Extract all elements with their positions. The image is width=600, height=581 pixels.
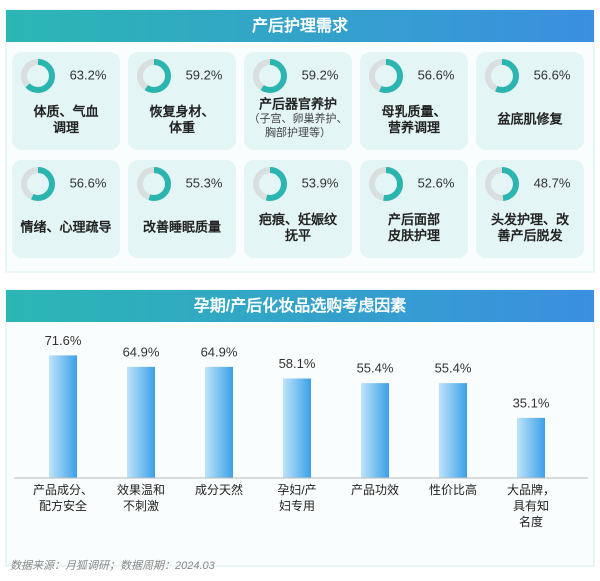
value-label: 59.2%: [302, 67, 339, 82]
card-label: 头发护理、改: [491, 212, 570, 227]
value-label: 55.3%: [186, 175, 223, 190]
ring-arc: [137, 167, 171, 201]
card-label: 产后器官养护: [259, 96, 337, 111]
card-label: 体重: [169, 120, 195, 135]
value-label: 71.6%: [45, 333, 82, 348]
panel-title: 孕期/产后化妆品选购考虑因素: [194, 296, 406, 315]
ring-arc: [253, 59, 287, 93]
value-label: 58.1%: [279, 356, 316, 371]
x-tick-label: 不刺激: [123, 499, 159, 513]
value-label: 63.2%: [70, 67, 107, 82]
x-tick-label: 具有知: [513, 499, 549, 513]
value-label: 56.6%: [418, 67, 455, 82]
x-tick-label: 产品功效: [351, 482, 399, 497]
ring-arc: [21, 167, 55, 201]
card: [360, 52, 468, 150]
card-label: 善产后脱发: [497, 228, 563, 243]
panel-header: [6, 290, 594, 322]
value-label: 55.4%: [357, 361, 394, 376]
bar: [361, 383, 389, 478]
card: [12, 52, 120, 150]
card-label: 恢复身材、: [149, 104, 214, 119]
bar: [205, 366, 233, 478]
x-tick-label: 效果温和: [117, 482, 165, 497]
panel-header: [6, 10, 594, 42]
bar: [127, 366, 155, 478]
card: [476, 52, 584, 150]
bar: [49, 355, 77, 478]
ring-arc: [485, 167, 519, 201]
value-label: 53.9%: [302, 175, 339, 190]
x-tick-label: 性价比高: [429, 482, 477, 497]
value-label: 59.2%: [186, 67, 223, 82]
bar: [517, 417, 545, 478]
card: [128, 160, 236, 258]
ring-arc: [369, 59, 403, 93]
card-note: 胸部护理等）: [265, 125, 331, 139]
card-label: 营养调理: [388, 120, 440, 135]
value-label: 56.6%: [70, 175, 107, 190]
x-tick-label: 配方安全: [39, 498, 87, 513]
x-tick-label: 成分天然: [195, 482, 243, 497]
x-tick-label: 孕妇/产: [277, 483, 316, 497]
x-tick-label: 名度: [519, 514, 543, 529]
bar: [283, 378, 311, 478]
card: [244, 160, 352, 258]
x-tick-label: 产品成分、: [33, 483, 93, 497]
panel-title: 产后护理需求: [252, 16, 349, 35]
value-label: 56.6%: [534, 67, 571, 82]
card-label: 情绪、心理疏导: [20, 219, 111, 234]
card: [128, 52, 236, 150]
card-label: 母乳质量、: [381, 104, 446, 119]
card: [244, 52, 352, 150]
value-label: 64.9%: [123, 344, 160, 359]
value-label: 48.7%: [534, 175, 571, 190]
value-label: 64.9%: [201, 344, 238, 359]
ring-arc: [485, 59, 519, 93]
ring-arc: [21, 59, 55, 93]
card: [476, 160, 584, 258]
value-label: 52.6%: [418, 175, 455, 190]
ring-arc: [369, 167, 403, 201]
value-label: 35.1%: [513, 395, 550, 410]
card-label: 抚平: [285, 228, 311, 243]
x-tick-label: 妇专用: [279, 498, 315, 513]
card-label: 疤痕、妊娠纹: [259, 212, 338, 227]
ring-arc: [253, 167, 287, 201]
card-label: 调理: [53, 120, 79, 135]
card: [12, 160, 120, 258]
card: [360, 160, 468, 258]
source-note: 数据来源：月狐调研；数据周期：2024.03: [10, 559, 216, 572]
value-label: 55.4%: [435, 361, 472, 376]
card-label: 盆底肌修复: [496, 111, 563, 126]
card-label: 产后面部: [388, 212, 440, 227]
card-label: 皮肤护理: [387, 228, 440, 243]
ring-arc: [137, 59, 171, 93]
card-label: 体质、气血: [33, 104, 98, 119]
card-note: （子宫、卵巢养护、: [249, 111, 348, 125]
bar: [439, 383, 467, 478]
x-tick-label: 大品牌，: [507, 483, 555, 497]
card-label: 改善睡眠质量: [143, 219, 221, 234]
